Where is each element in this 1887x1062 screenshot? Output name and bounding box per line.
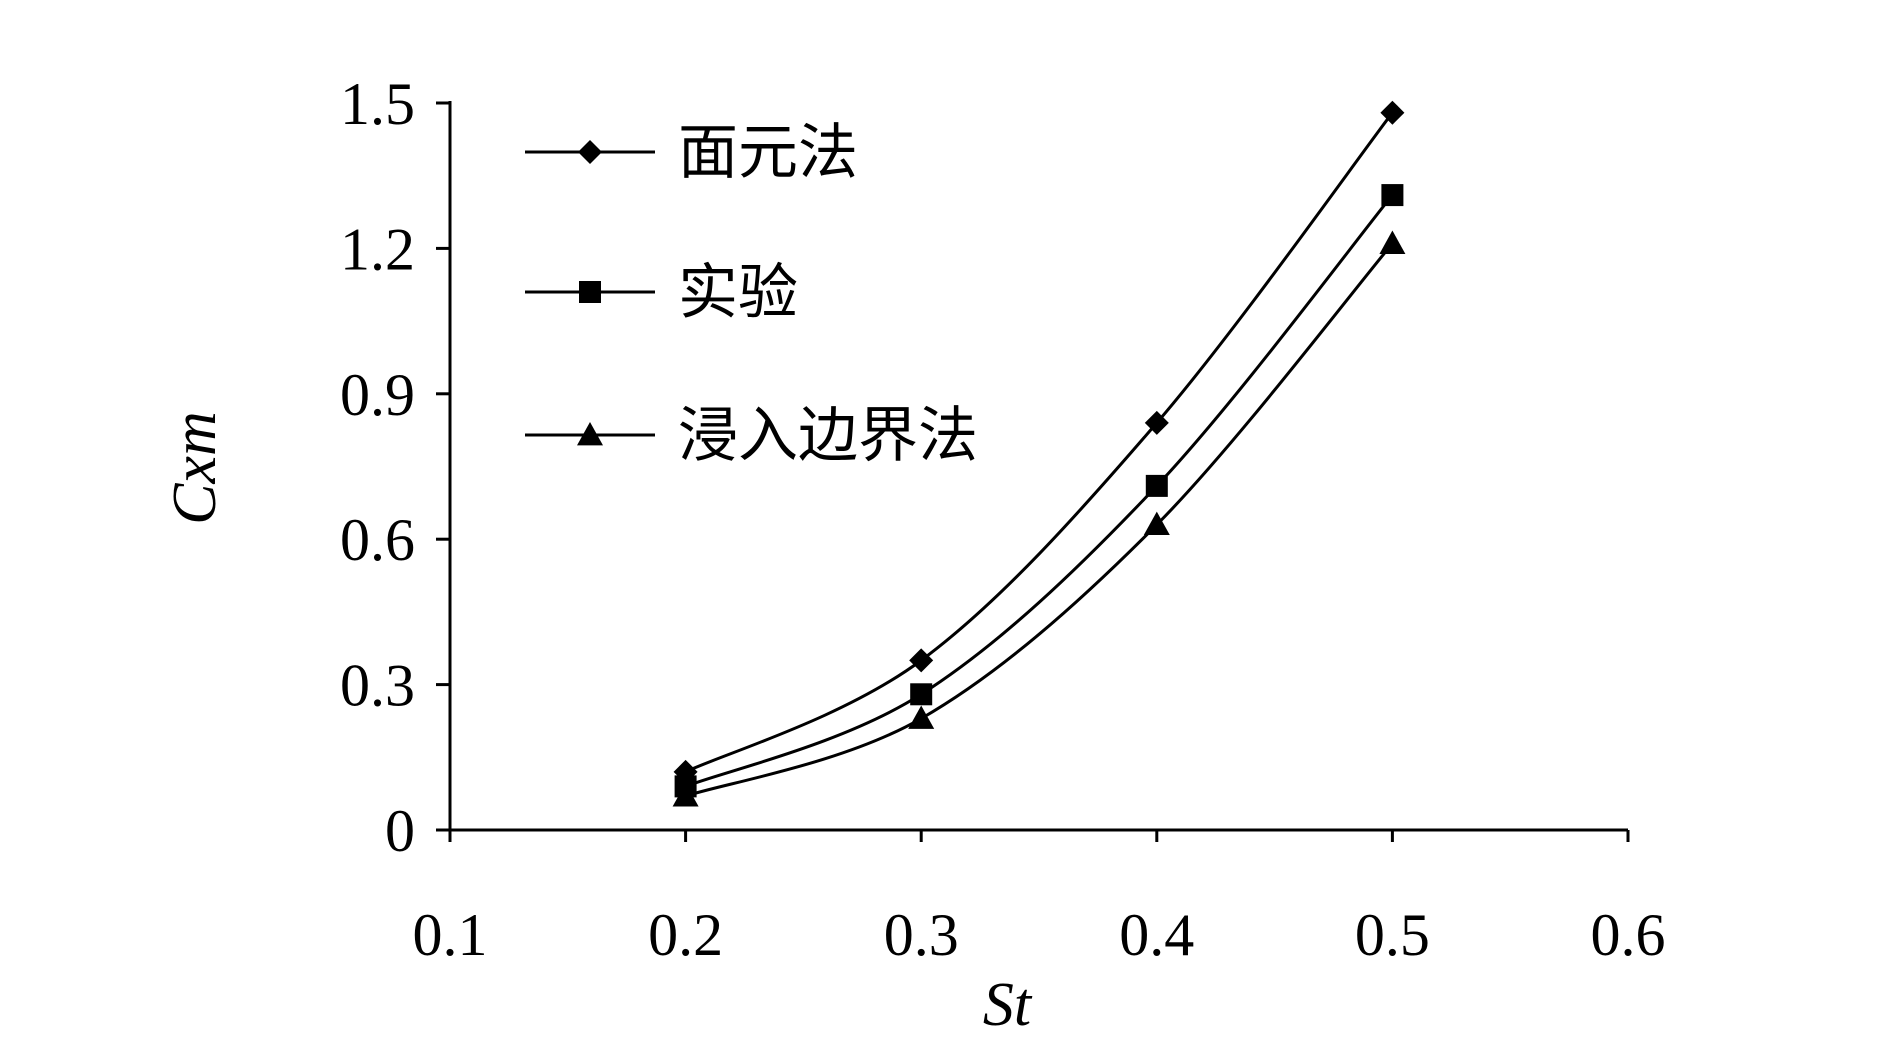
series-markers	[672, 100, 1406, 807]
y-tick-label: 0.6	[340, 507, 415, 573]
x-tick-label: 0.2	[648, 902, 723, 968]
y-tick-label: 1.2	[340, 216, 415, 282]
y-axis-title: Cxm	[161, 411, 229, 525]
data-point-series-3	[1379, 230, 1406, 254]
x-tick-label: 0.5	[1355, 902, 1430, 968]
series-line-1	[684, 111, 1394, 774]
y-tick-label: 1.5	[340, 71, 415, 137]
legend-label-2: 实验	[678, 258, 798, 328]
data-point-series-3	[672, 783, 699, 807]
y-tick-label: 0.9	[340, 362, 415, 428]
legend-label-1: 面元法	[678, 118, 858, 188]
tick-labels: 0.1 0.2 0.3 0.4 0.5 0.6 0 0.3 0.6 0.9 1.2 1.5	[340, 71, 1666, 968]
legend-marker-1	[578, 140, 602, 164]
data-point-series-2	[910, 683, 933, 706]
data-point-series-3	[1143, 511, 1170, 536]
x-tick-label: 0.1	[413, 902, 488, 968]
y-tick-label: 0.3	[340, 653, 415, 719]
series-lines	[684, 111, 1394, 798]
x-tick-label: 0.3	[884, 902, 959, 968]
data-point-series-2	[1381, 184, 1404, 207]
y-tick-label: 0	[385, 798, 415, 864]
data-point-series-2	[1145, 474, 1168, 497]
x-tick-label: 0.6	[1591, 902, 1666, 968]
series-line-3	[685, 242, 1394, 798]
axes	[436, 101, 1630, 842]
x-axis-title: St	[983, 971, 1033, 1039]
series-line-2	[685, 194, 1394, 788]
x-tick-label: 0.4	[1119, 902, 1194, 968]
legend-marker-2	[579, 281, 601, 303]
data-point-series-1	[1144, 410, 1169, 435]
legend-label-3: 浸入边界法	[678, 401, 978, 471]
data-point-series-1	[909, 648, 934, 673]
data-point-series-1	[1380, 100, 1405, 125]
legend-marker-3	[577, 422, 603, 446]
data-point-series-3	[908, 705, 935, 729]
